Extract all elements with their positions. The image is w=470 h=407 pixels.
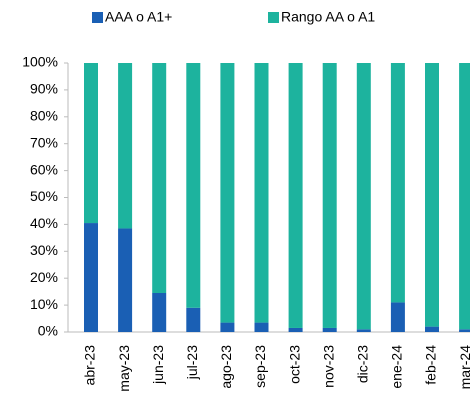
legend-label: Rango AA o A1: [281, 9, 375, 25]
bar-segment: [152, 292, 167, 332]
y-tick-label: 70%: [30, 134, 58, 150]
x-tick-label: mar-24: [457, 345, 470, 390]
y-tick-label: 40%: [30, 215, 58, 231]
x-tick-label: feb-24: [423, 345, 439, 385]
x-tick-label: abr-23: [82, 345, 98, 386]
x-tick-label: jul-23: [184, 345, 200, 380]
bar-segment: [84, 63, 98, 224]
x-tick-label: sep-23: [252, 345, 268, 388]
y-tick-label: 20%: [30, 269, 58, 285]
bar-segment: [288, 327, 303, 332]
bar-segment: [459, 329, 470, 332]
y-tick-label: 10%: [30, 296, 58, 312]
y-tick-label: 90%: [30, 81, 58, 97]
y-tick-label: 50%: [30, 188, 58, 204]
bar-segment: [186, 307, 201, 332]
bar-segment: [118, 63, 133, 229]
bar-segment: [322, 63, 337, 328]
y-tick-label: 80%: [30, 108, 58, 124]
bar-segment: [254, 322, 269, 332]
bar-segment: [322, 327, 337, 332]
x-tick-label: may-23: [116, 345, 132, 392]
y-tick-label: 100%: [22, 54, 58, 70]
bar-segment: [425, 63, 439, 327]
x-tick-label: ene-24: [389, 345, 405, 389]
bar-segment: [459, 63, 470, 330]
legend-swatch: [92, 12, 103, 23]
x-tick-label: ago-23: [218, 345, 234, 389]
legend-label: AAA o A1+: [105, 9, 172, 25]
y-tick-label: 60%: [30, 161, 58, 177]
bar-segment: [288, 63, 303, 328]
bar-segment: [152, 63, 167, 293]
x-tick-label: oct-23: [286, 345, 302, 384]
bar-segment: [118, 228, 133, 332]
x-tick-label: nov-23: [320, 345, 336, 388]
bar-segment: [254, 63, 269, 323]
bar-segment: [220, 63, 235, 323]
x-tick-label: jun-23: [150, 345, 166, 385]
bar-segment: [356, 63, 371, 330]
bar-segment: [220, 322, 235, 332]
bar-segment: [186, 63, 201, 308]
bar-segment: [390, 63, 405, 303]
y-tick-label: 0%: [38, 323, 58, 339]
bar-segment: [425, 326, 439, 332]
legend-swatch: [268, 12, 279, 23]
y-tick-label: 30%: [30, 242, 58, 258]
bar-segment: [390, 302, 405, 332]
bar-segment: [84, 223, 98, 332]
bar-segment: [356, 329, 371, 332]
x-tick-label: dic-23: [355, 345, 371, 383]
